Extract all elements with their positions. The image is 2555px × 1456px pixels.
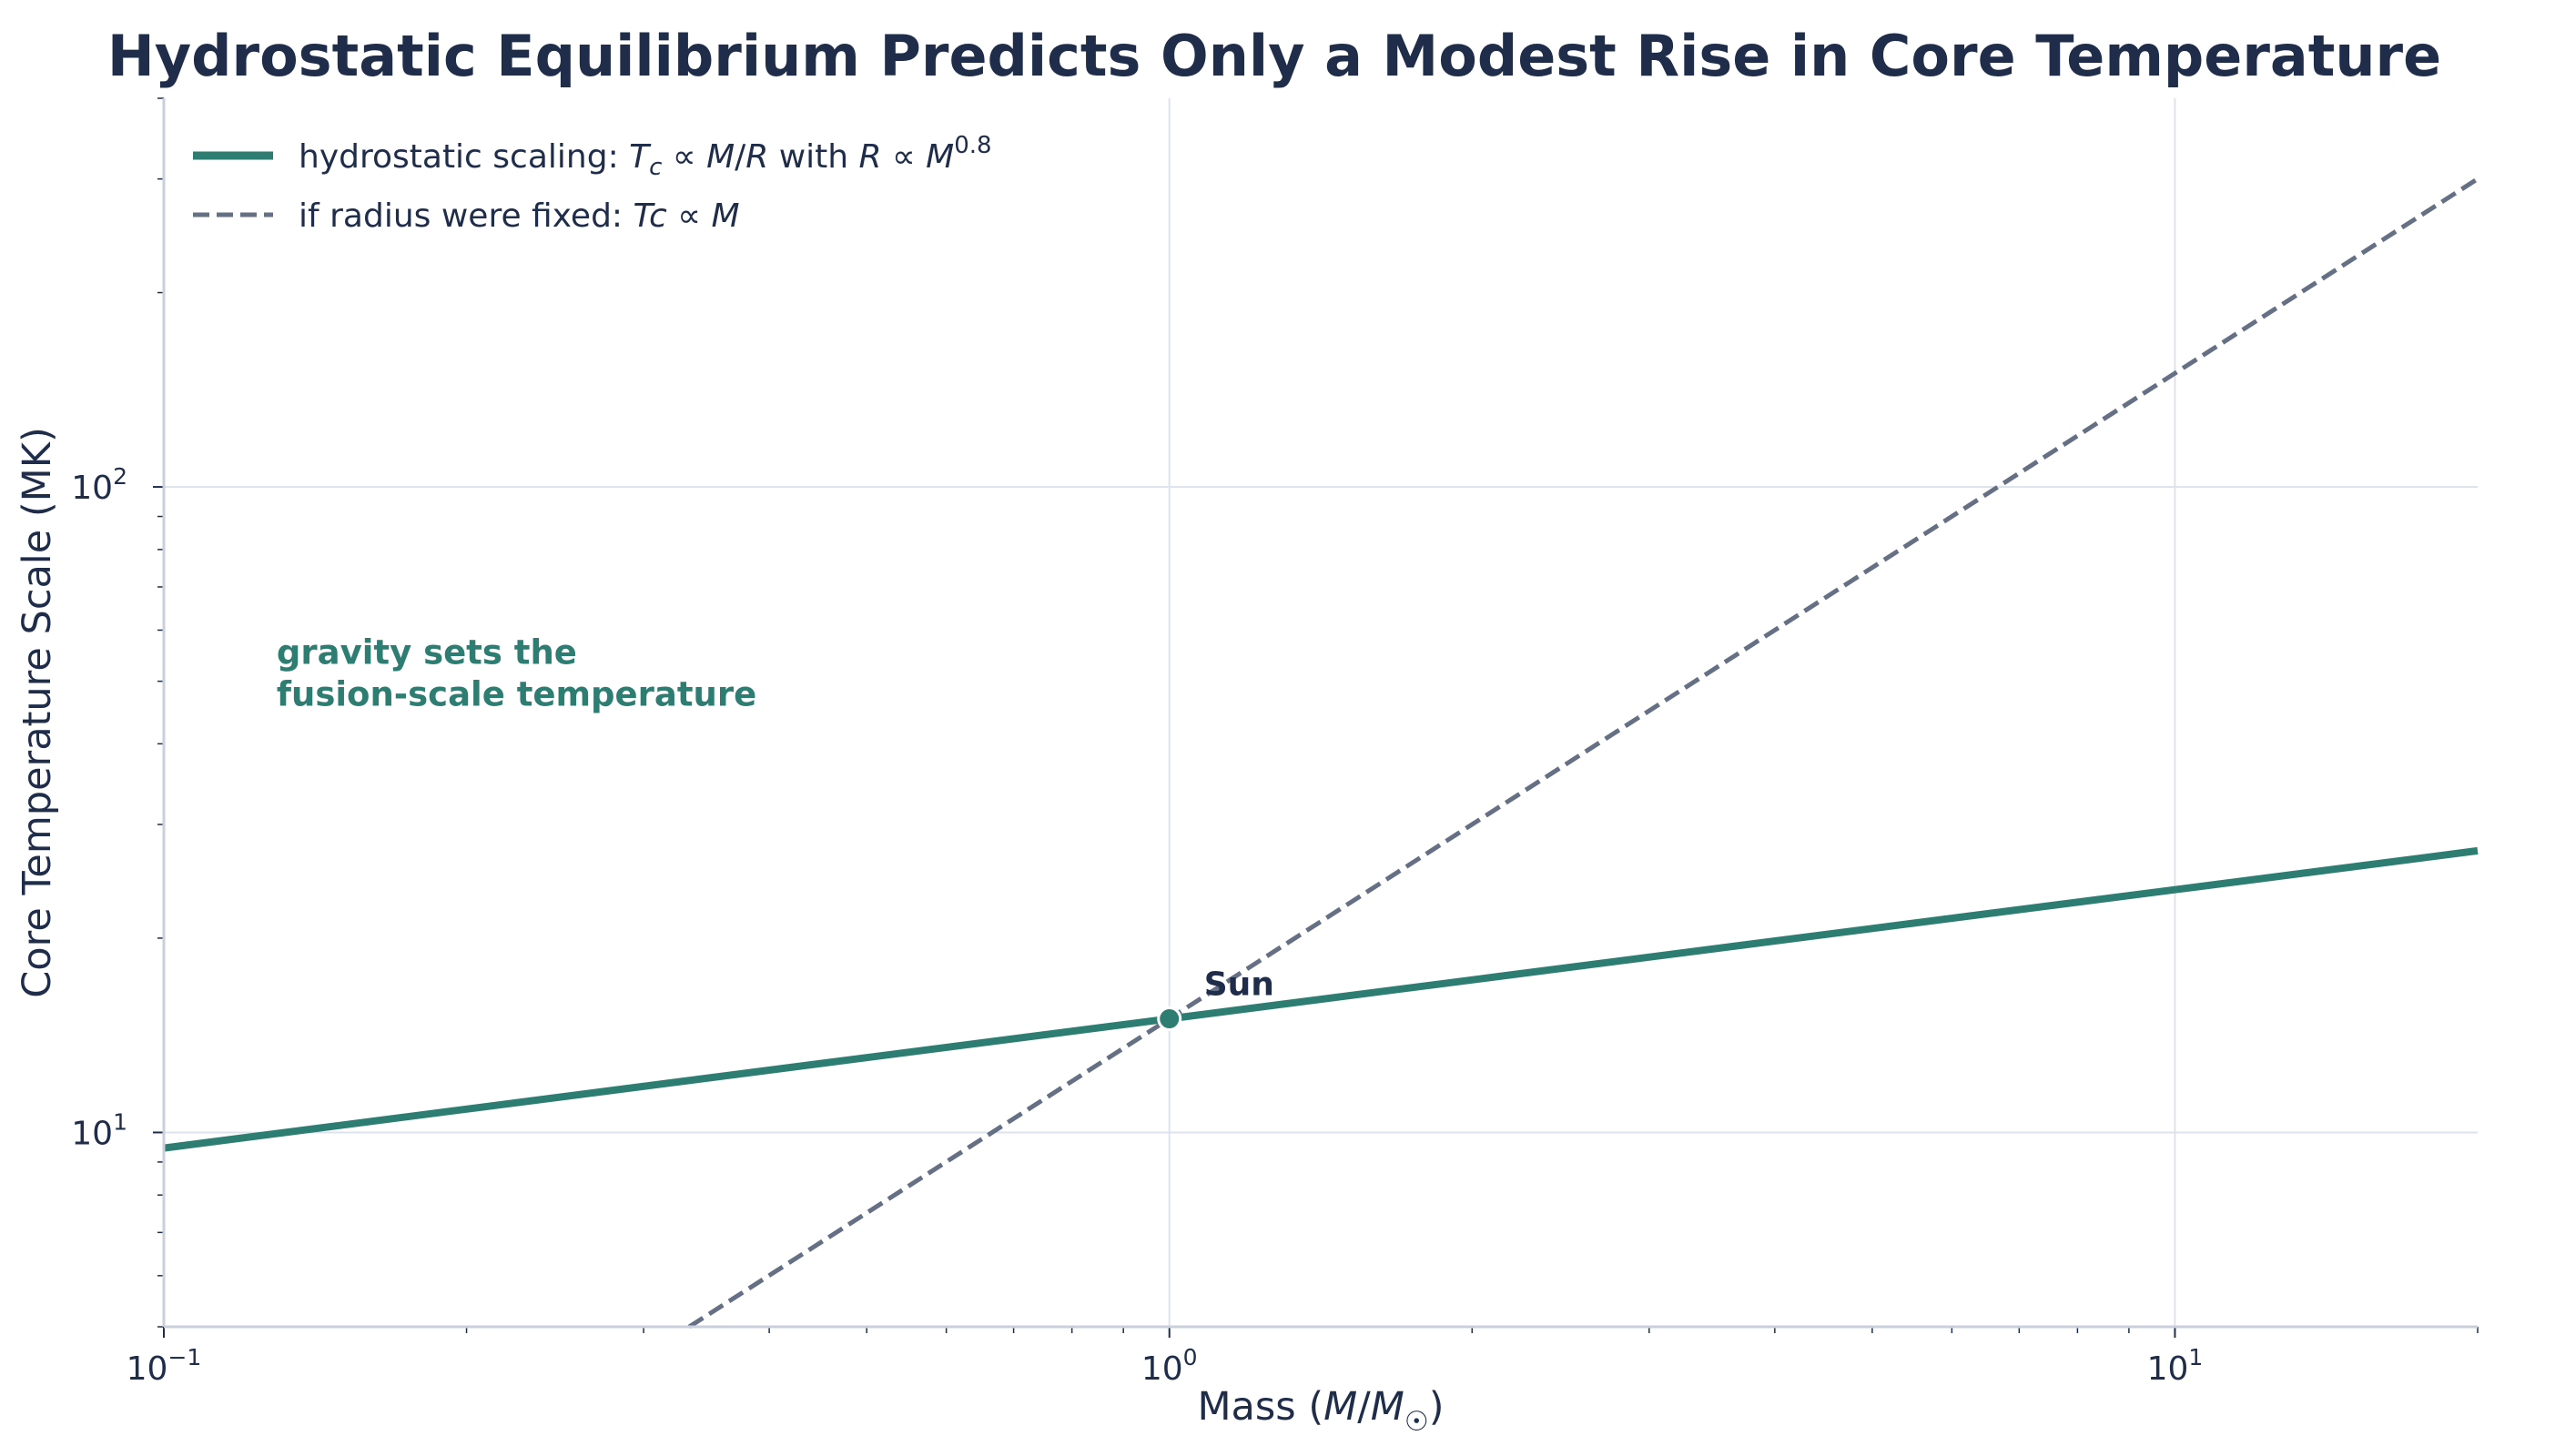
legend-label-fixed-text: if radius were fixed: (299, 197, 634, 235)
legend-label-fixed-math: Tc ∝ M (634, 197, 740, 235)
y-axis-label: Core Temperature Scale (MK) (15, 427, 60, 997)
series-hydrostatic-line (163, 846, 2479, 1152)
sun-marker (1157, 1006, 1182, 1032)
y-tick-label: 101 (71, 1108, 127, 1152)
series-fixed-radius-line (687, 177, 2479, 1330)
sun-label: Sun (1204, 966, 1274, 1004)
annotation-line-1: gravity sets the (277, 632, 577, 672)
x-tick-label: 101 (2147, 1344, 2204, 1388)
series-layer (163, 177, 2479, 1330)
legend: hydrostatic scaling: Tc ∝ M/R with R ∝ M… (193, 132, 992, 235)
chart-title: Hydrostatic Equilibrium Predicts Only a … (107, 23, 2441, 89)
legend-label-fixed: if radius were fixed: Tc ∝ M (299, 197, 740, 235)
legend-label-hydrostatic: hydrostatic scaling: Tc ∝ M/R with R ∝ M… (299, 132, 992, 181)
x-tick-label: 10−1 (127, 1344, 202, 1388)
annotation-line-2: fusion-scale temperature (277, 674, 756, 713)
x-axis-label: Mass (M/M☉) (1197, 1384, 1444, 1438)
x-tick-label: 100 (1141, 1344, 1198, 1388)
axes: 10−1 100 101 101 102 (71, 97, 2479, 1388)
y-tick-label: 102 (71, 463, 127, 507)
